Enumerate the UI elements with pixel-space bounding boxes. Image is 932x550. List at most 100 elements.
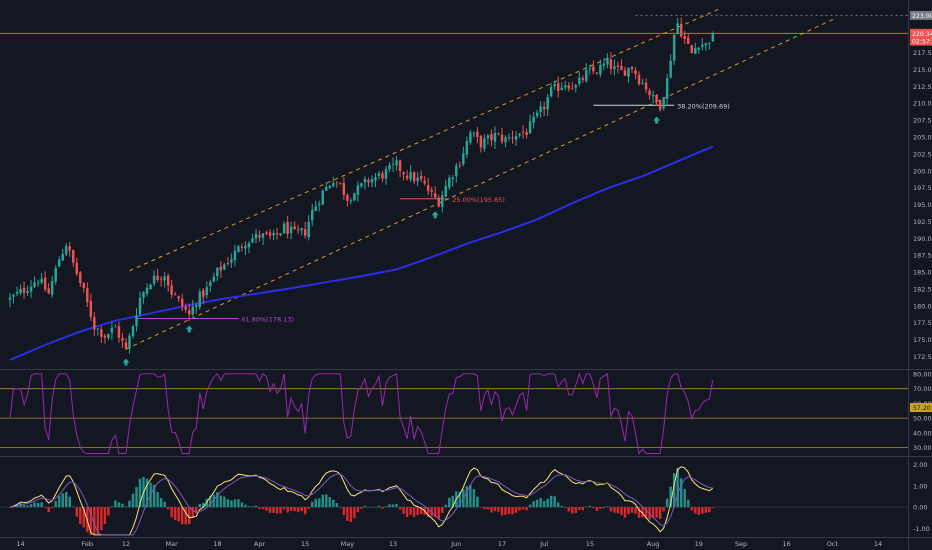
candle-body[interactable] (472, 132, 476, 134)
candle-body[interactable] (535, 112, 539, 117)
candle-body[interactable] (230, 259, 233, 263)
candle-body[interactable] (426, 185, 430, 192)
candle-body[interactable] (279, 233, 282, 236)
candle-body[interactable] (567, 85, 570, 89)
candle-body[interactable] (180, 298, 184, 307)
candle-body[interactable] (655, 94, 658, 102)
candle-body[interactable] (648, 90, 651, 96)
candle-body[interactable] (511, 137, 514, 139)
candle-body[interactable] (219, 266, 223, 271)
candle-body[interactable] (395, 160, 398, 166)
candle-body[interactable] (504, 137, 507, 143)
candle-body[interactable] (128, 335, 131, 349)
candle-body[interactable] (72, 249, 75, 263)
candle-body[interactable] (462, 153, 465, 165)
candle-body[interactable] (349, 200, 353, 202)
candle-body[interactable] (676, 23, 679, 34)
candle-body[interactable] (258, 234, 261, 238)
candle-body[interactable] (518, 133, 521, 136)
candle-body[interactable] (602, 63, 606, 66)
candle-body[interactable] (455, 165, 458, 177)
candle-body[interactable] (595, 72, 599, 74)
candle-body[interactable] (592, 66, 595, 72)
candle-body[interactable] (571, 88, 574, 90)
candle-body[interactable] (433, 193, 437, 198)
candle-body[interactable] (486, 135, 490, 139)
candle-body[interactable] (117, 326, 121, 338)
candle-body[interactable] (514, 136, 518, 140)
candle-body[interactable] (402, 172, 405, 175)
candle-body[interactable] (342, 183, 346, 195)
candle-body[interactable] (198, 291, 201, 307)
candle-body[interactable] (493, 133, 497, 142)
candle-body[interactable] (483, 138, 486, 149)
candle-body[interactable] (578, 77, 581, 85)
candle-body[interactable] (683, 35, 686, 39)
candle-body[interactable] (665, 78, 669, 99)
candle-body[interactable] (687, 37, 690, 44)
candle-body[interactable] (409, 172, 412, 180)
candle-body[interactable] (662, 97, 665, 109)
candle-body[interactable] (476, 131, 479, 137)
candle-body[interactable] (620, 65, 623, 71)
candle-body[interactable] (679, 23, 683, 37)
candle-body[interactable] (110, 327, 114, 333)
candle-body[interactable] (61, 253, 64, 261)
price-axis[interactable]: 172.50 175.00 177.50 180.00 182.50 185.00 187.… (908, 0, 932, 550)
candle-body[interactable] (159, 278, 163, 280)
candle-body[interactable] (57, 259, 61, 267)
candle-body[interactable] (152, 275, 156, 284)
candle-body[interactable] (623, 70, 627, 76)
candle-body[interactable] (8, 297, 12, 300)
candle-body[interactable] (205, 287, 209, 296)
candle-body[interactable] (339, 182, 342, 184)
candle-body[interactable] (441, 195, 444, 207)
candle-body[interactable] (332, 183, 335, 187)
candle-body[interactable] (574, 84, 578, 88)
candle-body[interactable] (82, 282, 86, 288)
candle-body[interactable] (89, 301, 93, 318)
candle-body[interactable] (202, 290, 205, 297)
candle-body[interactable] (388, 165, 391, 170)
candle-body[interactable] (346, 195, 349, 201)
candle-body[interactable] (195, 305, 198, 307)
candle-body[interactable] (560, 87, 563, 90)
candle-body[interactable] (542, 106, 546, 110)
candle-body[interactable] (370, 178, 374, 183)
candle-body[interactable] (613, 66, 616, 70)
candle-body[interactable] (93, 316, 96, 330)
candle-body[interactable] (690, 45, 693, 53)
candle-body[interactable] (114, 326, 117, 328)
candle-body[interactable] (29, 286, 33, 292)
candle-body[interactable] (265, 232, 268, 234)
candle-body[interactable] (585, 69, 588, 81)
candle-body[interactable] (282, 223, 286, 234)
candle-body[interactable] (521, 131, 525, 133)
candle-body[interactable] (549, 86, 553, 97)
candle-body[interactable] (637, 74, 641, 85)
candle-body[interactable] (606, 57, 609, 65)
candle-body[interactable] (416, 177, 419, 182)
time-axis[interactable]: 14 Feb 12 Mar 18 Apr 15 May 13 Jun 17 Jul 15 Aug 19 Sep… (16, 540, 882, 548)
candle-body[interactable] (363, 178, 367, 183)
candle-body[interactable] (22, 287, 26, 293)
candle-body[interactable] (641, 82, 644, 84)
candle-body[interactable] (500, 134, 504, 142)
candle-body[interactable] (423, 180, 426, 184)
candle-body[interactable] (318, 203, 321, 206)
candle-body[interactable] (103, 335, 107, 338)
candle-body[interactable] (381, 173, 384, 179)
candle-body[interactable] (289, 226, 293, 234)
candle-body[interactable] (528, 121, 532, 134)
candle-body[interactable] (212, 276, 216, 282)
candle-body[interactable] (272, 233, 275, 236)
candle-body[interactable] (121, 337, 124, 341)
candle-body[interactable] (156, 275, 159, 280)
candle-body[interactable] (261, 233, 265, 238)
candle-body[interactable] (124, 342, 128, 349)
candle-body[interactable] (634, 70, 637, 74)
candle-body[interactable] (54, 268, 57, 282)
candle-body[interactable] (627, 68, 630, 77)
candle-body[interactable] (163, 276, 166, 281)
